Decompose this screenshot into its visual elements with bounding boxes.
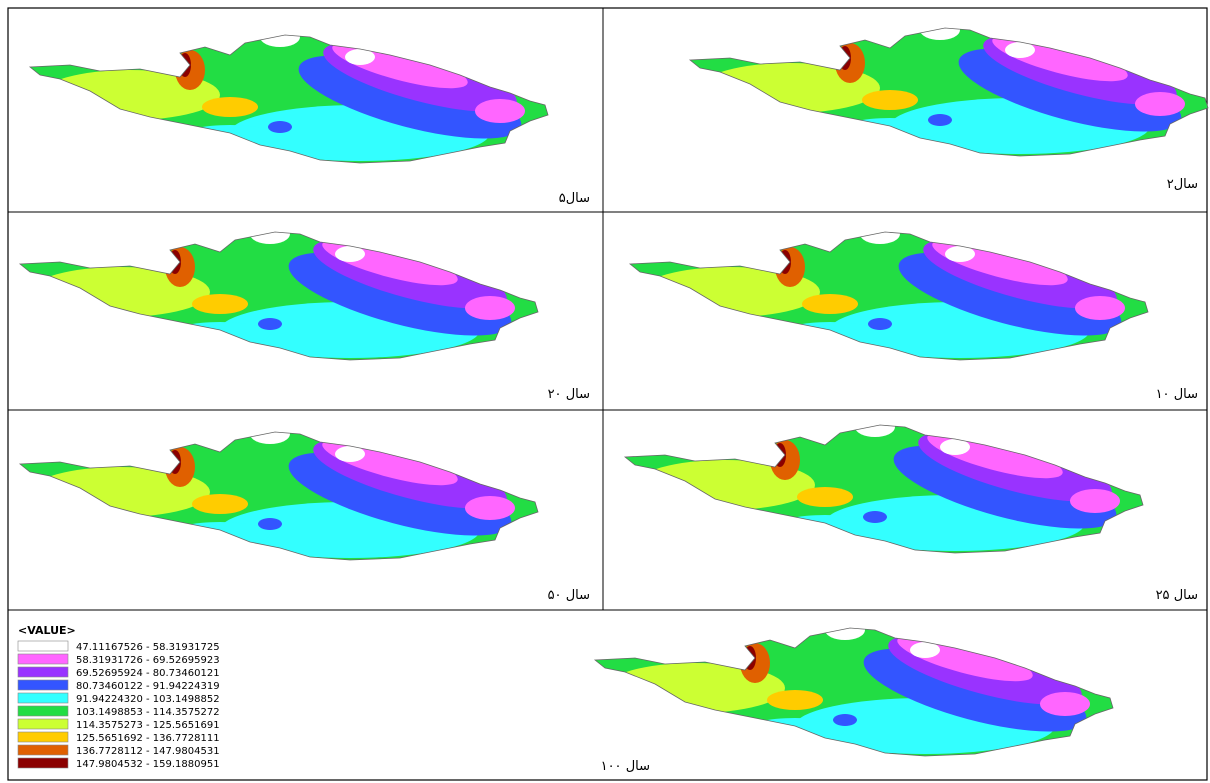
legend-label: 114.3575273 - 125.5651691 bbox=[76, 720, 220, 731]
legend-label: 47.11167526 - 58.31931725 bbox=[76, 642, 220, 653]
map bbox=[595, 620, 1115, 763]
map bbox=[690, 20, 1210, 163]
legend-swatch bbox=[18, 667, 68, 677]
legend-label: 147.9804532 - 159.1880951 bbox=[76, 759, 220, 770]
panel-label: ۲۰ سال bbox=[548, 387, 590, 402]
panel-label: ۲سال bbox=[1167, 177, 1198, 192]
legend-label: 103.1498853 - 114.3575272 bbox=[76, 707, 220, 718]
panel-label: ۲۵ سال bbox=[1156, 588, 1198, 603]
legend-label: 125.5651692 - 136.7728111 bbox=[76, 733, 220, 744]
map bbox=[20, 224, 540, 367]
legend-label: 69.52695924 - 80.73460121 bbox=[76, 668, 220, 679]
panel-label: ۱۰ سال bbox=[1156, 387, 1198, 402]
legend-swatch bbox=[18, 706, 68, 716]
legend-swatch bbox=[18, 758, 68, 768]
map bbox=[30, 27, 550, 170]
legend-label: 91.94224320 - 103.1498852 bbox=[76, 694, 220, 705]
legend-swatch bbox=[18, 654, 68, 664]
legend-swatch bbox=[18, 732, 68, 742]
map bbox=[625, 417, 1145, 560]
map bbox=[630, 224, 1150, 367]
legend-label: 136.7728112 - 147.9804531 bbox=[76, 746, 220, 757]
panel-label: ۵۰ سال bbox=[548, 588, 590, 603]
legend-title: <VALUE> bbox=[18, 624, 76, 637]
legend-label: 58.31931726 - 69.52695923 bbox=[76, 655, 220, 666]
map bbox=[20, 424, 540, 567]
legend: <VALUE> 47.11167526 - 58.31931725 58.3193… bbox=[18, 624, 220, 770]
legend-swatch bbox=[18, 745, 68, 755]
legend-swatch bbox=[18, 719, 68, 729]
legend-swatch bbox=[18, 641, 68, 651]
figure: ۵سال۲سال۲۰ سال۱۰ سال۵۰ سال۲۵ سال۱۰۰ سال … bbox=[0, 0, 1210, 783]
legend-swatch bbox=[18, 693, 68, 703]
legend-swatch bbox=[18, 680, 68, 690]
panel-label: ۱۰۰ سال bbox=[601, 759, 650, 774]
legend-label: 80.73460122 - 91.94224319 bbox=[76, 681, 220, 692]
panel-label: ۵سال bbox=[559, 191, 590, 206]
